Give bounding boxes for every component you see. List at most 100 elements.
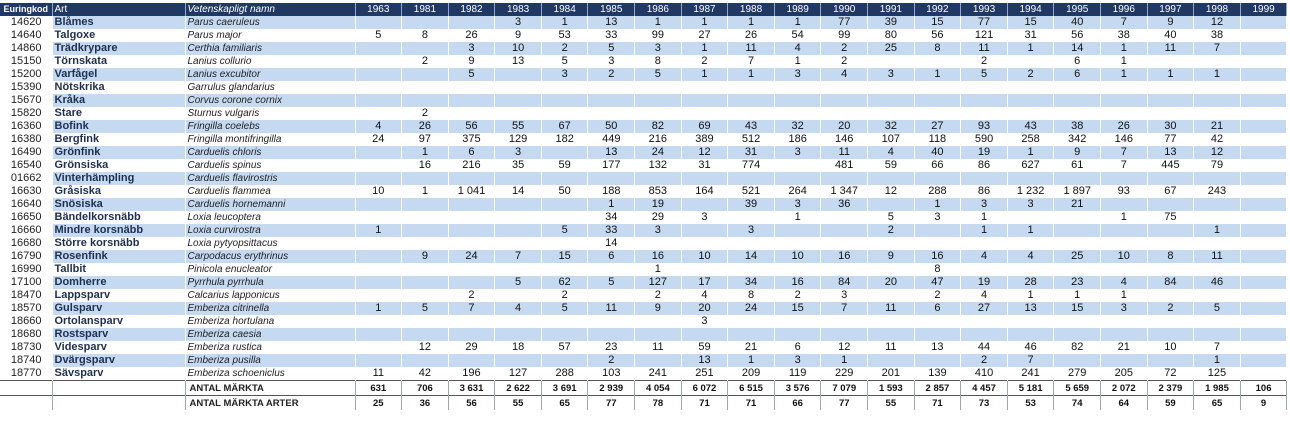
count-cell: 40 xyxy=(1147,29,1195,42)
count-cell xyxy=(1240,159,1288,172)
count-cell xyxy=(1240,198,1288,211)
species-name: Varfågel xyxy=(52,68,186,81)
species-name: Dvärgsparv xyxy=(52,354,186,367)
count-cell: 1 897 xyxy=(1053,185,1101,198)
count-cell xyxy=(448,107,496,120)
total-cell: 2 857 xyxy=(914,380,962,396)
total-cell: 2 622 xyxy=(494,380,542,396)
euring-code: 15200 xyxy=(0,68,53,81)
count-cell: 129 xyxy=(494,133,542,146)
species-name: Videsparv xyxy=(52,341,186,354)
count-cell: 11 xyxy=(1193,250,1241,263)
count-cell xyxy=(541,354,589,367)
count-cell: 8 xyxy=(1147,250,1195,263)
count-cell xyxy=(1100,94,1148,107)
species-row: 16790 Rosenfink Carpodacus erythrinus 9 24 7 1… xyxy=(0,250,1288,263)
species-name: Stare xyxy=(52,107,186,120)
count-cell xyxy=(541,211,589,224)
count-cell xyxy=(1193,289,1241,302)
count-cell xyxy=(774,94,822,107)
total-cell: 4 457 xyxy=(960,380,1008,396)
count-cell xyxy=(355,68,403,81)
count-cell: 3 xyxy=(1100,302,1148,315)
count-cell xyxy=(820,263,869,276)
count-cell: 14 xyxy=(727,250,775,263)
euring-code: 16660 xyxy=(0,224,53,237)
count-cell: 31 xyxy=(1007,29,1055,42)
column-header: 1988 xyxy=(727,3,775,16)
count-cell: 99 xyxy=(820,29,869,42)
count-cell: 1 xyxy=(355,224,403,237)
count-cell: 1 041 xyxy=(448,185,496,198)
count-cell xyxy=(1053,81,1101,94)
count-cell xyxy=(448,328,496,341)
count-cell xyxy=(820,107,869,120)
species-name: Domherre xyxy=(52,276,186,289)
count-cell xyxy=(1147,237,1195,250)
count-cell: 2 xyxy=(401,55,449,68)
count-cell: 1 xyxy=(587,198,636,211)
count-cell: 26 xyxy=(1100,120,1148,133)
count-cell xyxy=(355,159,403,172)
count-cell: 209 xyxy=(727,367,775,381)
species-row: 15200 Varfågel Lanius excubitor 5 3 2 5 1 1 3 4 3 1 5… xyxy=(0,68,1288,81)
count-cell: 57 xyxy=(541,341,589,354)
count-cell: 3 xyxy=(820,289,869,302)
count-cell: 29 xyxy=(448,341,496,354)
count-cell: 774 xyxy=(727,159,775,172)
count-cell: 8 xyxy=(914,42,962,55)
count-cell: 32 xyxy=(867,120,915,133)
count-cell: 188 xyxy=(587,185,636,198)
scientific-name: Pyrrhula pyrrhula xyxy=(185,276,356,289)
count-cell: 251 xyxy=(681,367,729,381)
count-cell: 2 xyxy=(774,289,822,302)
count-cell: 1 xyxy=(1007,42,1055,55)
count-cell: 39 xyxy=(727,198,775,211)
count-cell: 38 xyxy=(1193,29,1241,42)
count-cell: 13 xyxy=(681,354,729,367)
count-cell xyxy=(774,107,822,120)
count-cell xyxy=(1007,107,1055,120)
count-cell: 8 xyxy=(634,55,682,68)
total-cell: 1 593 xyxy=(867,380,915,396)
count-cell: 1 xyxy=(774,16,822,29)
count-cell: 61 xyxy=(1053,159,1101,172)
count-cell xyxy=(448,81,496,94)
count-cell: 1 xyxy=(681,68,729,81)
count-cell: 34 xyxy=(727,276,775,289)
count-cell: 14 xyxy=(587,237,636,250)
count-cell: 62 xyxy=(541,276,589,289)
count-cell: 1 xyxy=(914,198,962,211)
column-header: Euringkod xyxy=(0,3,53,16)
count-cell: 1 xyxy=(1147,68,1195,81)
euring-code: 16990 xyxy=(0,263,53,276)
count-cell xyxy=(355,94,403,107)
count-cell xyxy=(914,328,962,341)
count-cell: 11 xyxy=(634,341,682,354)
count-cell: 7 xyxy=(1193,341,1241,354)
count-cell: 1 xyxy=(727,68,775,81)
species-row: 14620 Blåmes Parus caeruleus 3 1 13 1 1 1 1 77 39 15… xyxy=(0,16,1288,29)
count-cell xyxy=(587,172,636,185)
count-cell: 1 xyxy=(401,146,449,159)
euring-code: 01662 xyxy=(0,172,53,185)
count-cell: 24 xyxy=(634,146,682,159)
count-cell: 13 xyxy=(587,146,636,159)
count-cell xyxy=(1100,315,1148,328)
count-cell: 1 xyxy=(1100,211,1148,224)
count-cell: 84 xyxy=(820,276,869,289)
scientific-name: Carduelis flavirostris xyxy=(185,172,356,185)
count-cell: 6 xyxy=(774,341,822,354)
count-cell: 1 xyxy=(820,354,869,367)
count-cell xyxy=(634,237,682,250)
count-cell: 4 xyxy=(681,289,729,302)
total-cell: 56 xyxy=(448,395,496,410)
count-cell xyxy=(1240,289,1288,302)
count-cell xyxy=(774,237,822,250)
count-cell xyxy=(1053,263,1101,276)
count-cell: 16 xyxy=(634,250,682,263)
column-header: 1998 xyxy=(1193,3,1241,16)
species-name: Bofink xyxy=(52,120,186,133)
column-header: 1994 xyxy=(1007,3,1055,16)
count-cell xyxy=(1100,172,1148,185)
